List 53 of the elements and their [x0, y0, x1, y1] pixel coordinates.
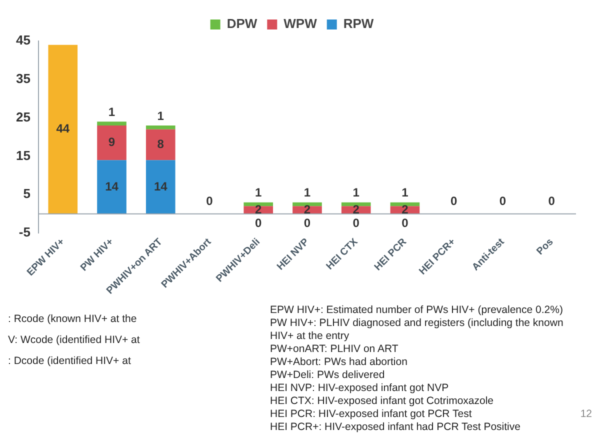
text: : Rcode (known HIV+ at the	[8, 313, 138, 326]
legend-label: WPW	[284, 16, 318, 32]
data-label: 0	[352, 216, 360, 230]
y-tick-label: 35	[16, 70, 30, 86]
y-tick-label: 5	[23, 186, 30, 202]
data-label: 0	[548, 194, 556, 208]
data-label: 2	[255, 202, 262, 216]
y-tick-label: 25	[16, 109, 30, 124]
data-label: 1	[304, 186, 311, 200]
data-label: 8	[157, 137, 164, 152]
data-label: 14	[154, 179, 168, 194]
y-tick-label: 45	[16, 32, 30, 48]
text: HEI CTX: HIV-exposed infant got Cotrimoxazole	[270, 395, 495, 408]
text: HEI PCR: HIV-exposed infant got PCR Test	[270, 408, 473, 421]
data-label: 0	[499, 194, 506, 208]
data-label: 0	[206, 194, 214, 208]
bar	[97, 122, 126, 126]
bar	[146, 126, 176, 130]
text: V: Wcode (identified HIV+ at	[8, 334, 141, 347]
bar	[48, 44, 78, 214]
data-label: 2	[304, 202, 311, 216]
legend-label: DPW	[226, 16, 258, 32]
data-label: 0	[450, 194, 458, 208]
bar	[146, 160, 176, 214]
data-label: 0	[304, 216, 311, 230]
data-label: 14	[105, 179, 119, 194]
data-label: 1	[402, 186, 409, 200]
data-label: 2	[402, 202, 409, 216]
data-label: 0	[255, 216, 262, 230]
text: HEI PCR+: HIV-exposed infant had PCR Test Positive	[270, 421, 522, 434]
y-tick-label: -5	[18, 224, 30, 240]
text: HEI NVP: HIV-exposed infant got NVP	[270, 382, 450, 395]
data-label: 9	[108, 135, 116, 150]
data-label: 1	[352, 186, 360, 200]
text: : Dcode (identified HIV+ at	[8, 355, 132, 368]
bar	[97, 160, 126, 214]
data-label: 0	[402, 216, 409, 230]
legend-label: RPW	[343, 16, 374, 32]
data-label: 44	[56, 122, 70, 136]
data-label: 1	[255, 186, 262, 200]
y-tick-label: 15	[16, 148, 30, 163]
data-label: 1	[157, 108, 164, 123]
data-label: 1	[108, 104, 116, 119]
text: EPW HIV+: Estimated number of PWs HIV+ (prevalence 0.2%)	[270, 304, 564, 317]
text: PW+Abort: PWs had abortion	[270, 356, 408, 369]
text: PW+onART: PLHIV on ART	[270, 343, 400, 356]
text: 12	[580, 408, 592, 421]
text: PW+Deli: PWs delivered	[270, 369, 386, 382]
x-tick-label: Pos	[534, 236, 556, 258]
data-label: 2	[352, 202, 360, 216]
bar	[146, 129, 176, 160]
text: PW HIV+: PLHIV diagnosed and registers (including the known HIV+ at the entry	[270, 317, 564, 343]
bar	[97, 126, 126, 160]
